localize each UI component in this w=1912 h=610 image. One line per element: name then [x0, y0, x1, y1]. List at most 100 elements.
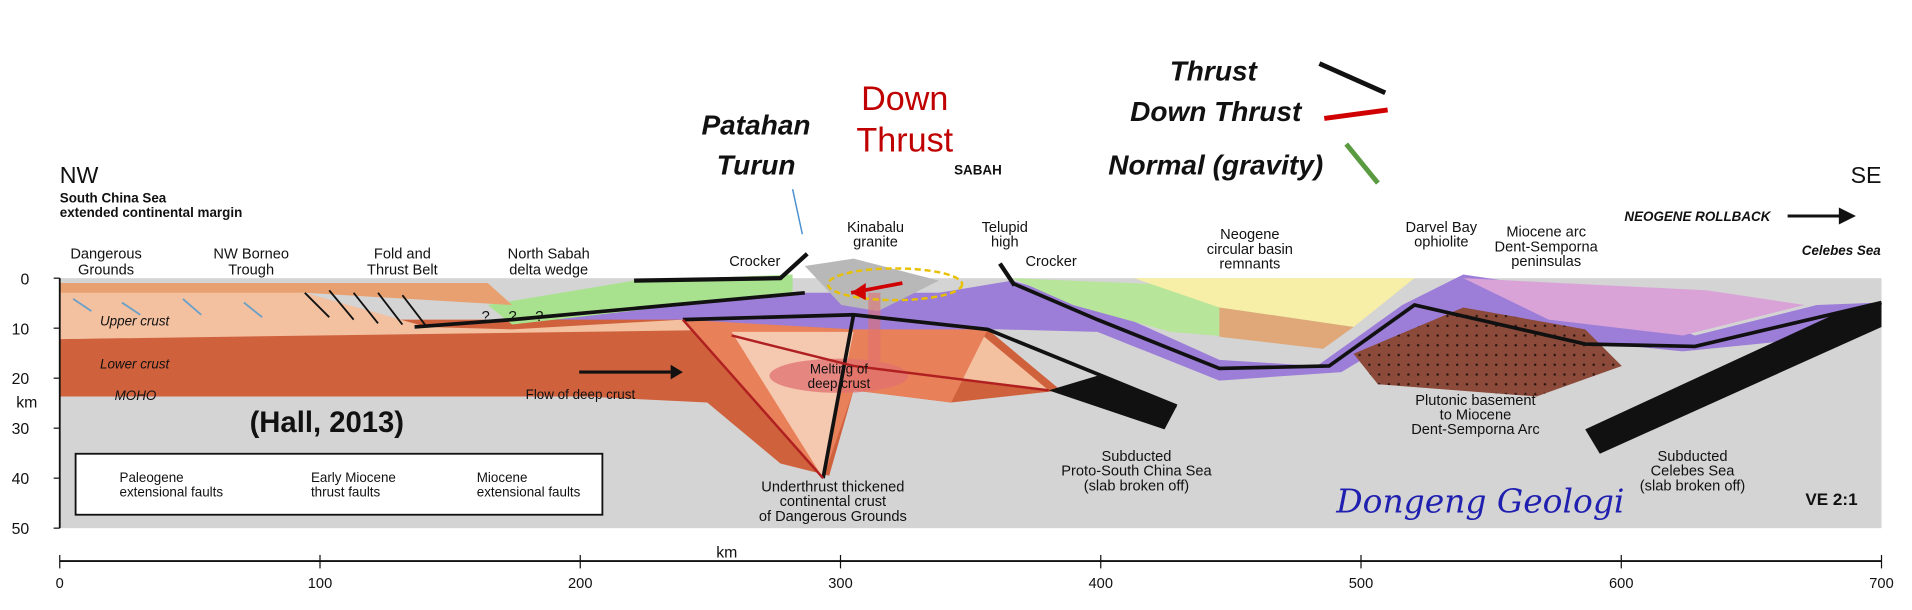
label-line: Miocene arc: [1506, 225, 1586, 241]
label: SABAH: [954, 163, 1002, 178]
label: Darvel Bay ophiolite: [1406, 220, 1478, 251]
label-line: Miocene: [477, 470, 528, 485]
label: Underthrust thickened continental crust of…: [759, 480, 907, 525]
label: ?: [482, 309, 490, 325]
label-line: Trough: [228, 263, 274, 279]
label-line: Underthrust thickened: [761, 480, 904, 496]
depth-axis-label: km: [16, 394, 37, 411]
label-line: Dent-Semporna Arc: [1411, 422, 1539, 438]
legend-box: [74, 452, 604, 516]
distance-tick-label: 400: [1089, 576, 1113, 592]
label-line: extensional faults: [477, 484, 581, 499]
label: Paleogene extensional faults: [120, 470, 224, 500]
depth-tick-label: 0: [20, 271, 29, 288]
label: Subducted Proto-South China Sea (slab brok…: [1061, 449, 1212, 494]
label-line: delta wedge: [509, 263, 588, 279]
label: SE: [1851, 162, 1882, 188]
label-line: high: [991, 234, 1019, 250]
label-line: deep crust: [808, 376, 871, 391]
label-line: Down: [861, 80, 948, 118]
depth-tick-label: 20: [12, 371, 30, 388]
label: NW Borneo Trough: [213, 247, 289, 279]
label: NEOGENE ROLLBACK: [1624, 209, 1771, 224]
distance-tick-label: 500: [1349, 576, 1373, 592]
key-symbols: [1318, 61, 1388, 185]
label: Neogene circular basin remnants: [1207, 227, 1293, 272]
label: Subducted Celebes Sea (slab broken off): [1640, 449, 1745, 494]
distance-tick-label: 0: [56, 576, 64, 592]
depth-tick-label: 40: [12, 471, 30, 488]
label-line: North Sabah: [508, 247, 590, 263]
label-line: South China Sea: [60, 191, 167, 206]
label-line: continental crust: [780, 494, 887, 510]
distance-tick-label: 200: [568, 576, 592, 592]
label: Plutonic basement to Miocene Dent-Semporna…: [1411, 393, 1539, 438]
label: Patahan Turun: [701, 109, 810, 180]
label: VE 2:1: [1805, 490, 1858, 509]
label-line: (slab broken off): [1640, 478, 1745, 494]
label: Dangerous Grounds: [70, 247, 142, 279]
geology: [59, 189, 1882, 529]
label-line: ophiolite: [1414, 234, 1468, 250]
label-line: Plutonic basement: [1415, 393, 1535, 409]
label-line: Kinabalu: [847, 220, 904, 236]
label-line: Thrust: [856, 121, 953, 159]
label: Miocene arc Dent-Semporna peninsulas: [1495, 225, 1599, 270]
label: ?: [535, 309, 543, 325]
label: Dongeng Geologi: [1335, 481, 1624, 520]
label: Crocker: [729, 254, 780, 270]
distance-tick-label: 600: [1609, 576, 1633, 592]
distance-tick-label: 100: [308, 576, 332, 592]
label: Fold and Thrust Belt: [367, 247, 438, 279]
label: Down Thrust: [1130, 96, 1303, 127]
label: Flow of deep crust: [526, 387, 636, 402]
label: Kinabalu granite: [847, 220, 904, 251]
label-line: Subducted: [1102, 449, 1172, 465]
label: ?: [508, 309, 516, 325]
label: Normal (gravity): [1108, 150, 1323, 181]
label-line: Subducted: [1658, 449, 1728, 465]
label-line: Grounds: [78, 263, 134, 279]
label: Miocene extensional faults: [477, 470, 581, 500]
depth-tick-label: 50: [12, 521, 30, 538]
distance-tick-label: 300: [828, 576, 852, 592]
label-line: Darvel Bay: [1406, 220, 1478, 236]
label-line: NW Borneo: [213, 247, 289, 263]
label-line: thrust faults: [311, 484, 381, 499]
label: NW: [60, 162, 99, 188]
label-line: Neogene: [1220, 227, 1279, 243]
label-line: peninsulas: [1511, 254, 1581, 270]
label-line: Early Miocene: [311, 470, 396, 485]
depth-tick-label: 10: [12, 321, 30, 338]
label-line: Patahan: [701, 109, 810, 140]
label: Lower crust: [100, 356, 171, 371]
label-line: Proto-South China Sea: [1061, 464, 1212, 480]
label-line: Dent-Semporna: [1495, 239, 1599, 255]
label-line: extensional faults: [120, 484, 224, 499]
label-line: Melting of: [810, 361, 868, 376]
distance-tick-label: 700: [1869, 576, 1893, 592]
label-line: Dangerous: [70, 247, 142, 263]
axes: 0 10 20 30 40 50 km 0 100 200 300 400 500 600 700 km: [12, 271, 1894, 592]
label-line: (slab broken off): [1084, 478, 1189, 494]
label-line: Paleogene: [120, 470, 184, 485]
distance-axis-label: km: [716, 544, 737, 561]
label-line: remnants: [1219, 256, 1280, 272]
label: Thrust: [1170, 56, 1259, 87]
label-line: Thrust Belt: [367, 263, 438, 279]
label: Upper crust: [100, 314, 171, 329]
label-line: Telupid: [982, 220, 1028, 236]
label-line: Fold and: [374, 247, 431, 263]
label: Early Miocene thrust faults: [311, 470, 396, 500]
label-line: granite: [853, 234, 898, 250]
label: North Sabah delta wedge: [508, 247, 590, 279]
label: South China Sea extended continental marg…: [60, 191, 243, 221]
label: Telupid high: [982, 220, 1028, 251]
label-line: circular basin: [1207, 242, 1293, 258]
label: MOHO: [115, 388, 157, 403]
depth-tick-label: 30: [12, 421, 30, 438]
label: Melting of deep crust: [808, 361, 871, 391]
label: Crocker: [1026, 254, 1077, 270]
